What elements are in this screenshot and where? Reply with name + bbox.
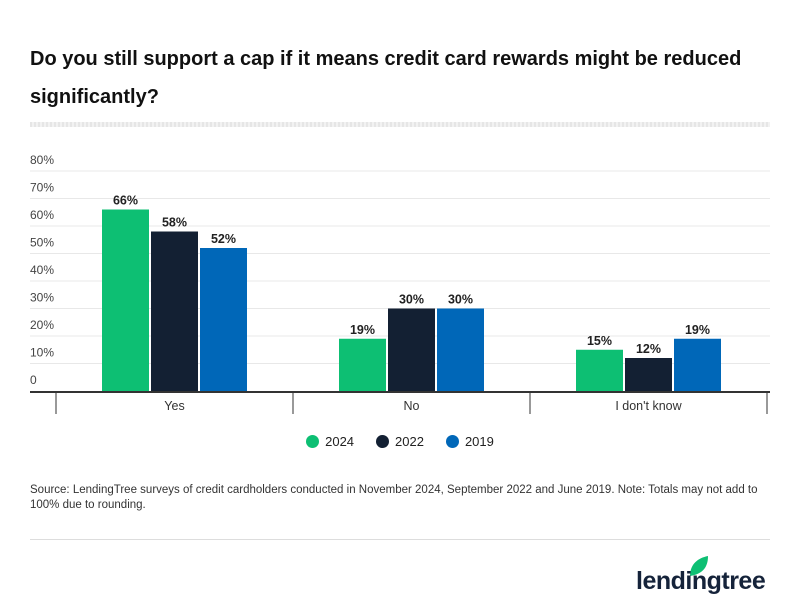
data-label: 12% [636,342,661,356]
data-label: 30% [448,293,473,307]
source-note: Source: LendingTree surveys of credit ca… [30,484,758,511]
legend-item: 2024 [306,434,354,449]
y-tick-label: 50% [30,236,54,250]
data-label: 52% [211,232,236,246]
bar-2022 [388,308,435,391]
bar-2022 [625,358,672,391]
chart-title: Do you still support a cap if it means c… [30,48,742,108]
lendingtree-logo: lendingtree [636,556,771,596]
x-tick-label: I don't know [615,399,682,413]
y-tick-label: 30% [30,291,54,305]
data-label: 58% [162,216,187,230]
y-tick-label: 60% [30,208,54,222]
data-label: 30% [399,293,424,307]
leaf-icon [690,556,708,576]
legend-item: 2019 [445,434,494,449]
legend: 2024 2022 2019 [0,434,800,449]
footer-divider [30,539,770,540]
data-label: 19% [350,323,375,337]
y-tick-label: 80% [30,153,54,167]
bar-2024 [576,349,623,391]
data-label: 15% [587,334,612,348]
title-divider [30,122,770,127]
bar-2019 [674,338,721,391]
legend-label: 2019 [464,434,494,449]
bar-2019 [200,248,247,391]
data-label: 19% [685,323,710,337]
legend-swatch [445,435,459,448]
bar-2024 [102,209,149,391]
bar-chart: 0 10% 20% 30% 40% 50% 60% 70% 80% Yes 66% 58% 52% No 1… [30,153,770,414]
x-tick-label: No [404,399,420,413]
data-label: 66% [113,194,138,208]
y-tick-label: 0 [30,373,37,387]
legend-label: 2022 [395,434,424,449]
y-tick-label: 20% [30,318,54,332]
legend-label: 2024 [325,434,355,449]
y-tick-label: 10% [30,346,54,360]
bar-2024 [339,338,386,391]
bar-2019 [437,308,484,391]
y-tick-label: 40% [30,263,54,277]
legend-swatch [376,435,390,448]
logo-text: lendingtree [636,567,766,595]
x-tick-label: Yes [164,399,184,413]
legend-item: 2022 [376,434,424,449]
legend-swatch [306,435,320,448]
y-tick-label: 70% [30,181,54,195]
bar-2022 [151,231,198,391]
